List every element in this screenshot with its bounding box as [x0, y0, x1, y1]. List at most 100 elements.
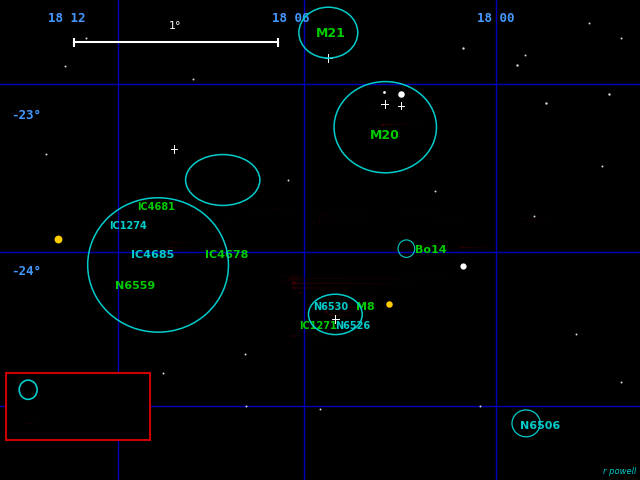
- Polygon shape: [323, 308, 369, 311]
- Polygon shape: [168, 240, 218, 244]
- Point: [571, 330, 581, 337]
- Polygon shape: [372, 109, 390, 111]
- Point: [283, 176, 293, 184]
- Point: [396, 90, 406, 97]
- Polygon shape: [170, 240, 235, 245]
- Point: [616, 35, 626, 42]
- Polygon shape: [372, 109, 387, 111]
- Point: [458, 44, 468, 52]
- Point: [379, 88, 389, 96]
- Point: [315, 405, 325, 413]
- Text: M20: M20: [370, 129, 400, 142]
- Polygon shape: [289, 273, 450, 284]
- Text: IC1271: IC1271: [300, 322, 337, 331]
- Point: [430, 187, 440, 194]
- Polygon shape: [326, 311, 363, 313]
- Polygon shape: [281, 274, 486, 283]
- Polygon shape: [158, 255, 174, 256]
- Text: IC4681: IC4681: [138, 203, 175, 212]
- Point: [616, 378, 626, 385]
- Polygon shape: [159, 251, 193, 253]
- Polygon shape: [524, 217, 543, 219]
- Polygon shape: [288, 286, 381, 290]
- Point: [81, 35, 92, 42]
- Polygon shape: [404, 210, 424, 212]
- Polygon shape: [286, 281, 406, 286]
- Text: N6559: N6559: [115, 281, 156, 290]
- Text: -23°: -23°: [12, 108, 42, 122]
- Bar: [6, 373, 150, 440]
- Text: N6530: N6530: [314, 302, 349, 312]
- Polygon shape: [248, 210, 268, 212]
- Point: [240, 350, 250, 358]
- Polygon shape: [291, 334, 355, 338]
- Polygon shape: [168, 244, 209, 246]
- Text: IC4678: IC4678: [205, 251, 248, 260]
- Text: IC4685: IC4685: [131, 251, 175, 260]
- Point: [41, 150, 51, 157]
- Polygon shape: [381, 123, 410, 126]
- Text: N6506: N6506: [520, 421, 560, 431]
- Point: [596, 162, 607, 169]
- Point: [541, 99, 551, 107]
- Point: [188, 75, 198, 83]
- Polygon shape: [381, 123, 415, 126]
- Polygon shape: [317, 213, 379, 219]
- Point: [520, 51, 530, 59]
- Polygon shape: [382, 124, 397, 125]
- Text: Star Cluster: Star Cluster: [52, 385, 127, 395]
- Point: [458, 263, 468, 270]
- Point: [475, 402, 485, 409]
- Polygon shape: [381, 122, 422, 128]
- Text: IC1274: IC1274: [109, 221, 147, 230]
- Polygon shape: [382, 124, 404, 125]
- Polygon shape: [331, 315, 355, 316]
- Point: [60, 62, 70, 70]
- Point: [584, 19, 594, 27]
- Polygon shape: [165, 247, 192, 248]
- Polygon shape: [159, 253, 185, 254]
- Text: N6526: N6526: [335, 322, 370, 331]
- Text: r powell: r powell: [604, 467, 637, 476]
- Polygon shape: [322, 306, 374, 309]
- Text: 18 06: 18 06: [273, 12, 310, 25]
- Polygon shape: [290, 286, 363, 290]
- Text: -25°: -25°: [12, 423, 42, 436]
- Polygon shape: [28, 423, 40, 424]
- Polygon shape: [459, 244, 510, 250]
- Polygon shape: [378, 123, 433, 126]
- Polygon shape: [291, 335, 346, 337]
- Polygon shape: [299, 291, 355, 294]
- Point: [512, 61, 522, 69]
- Polygon shape: [329, 314, 357, 315]
- Polygon shape: [28, 423, 34, 424]
- Polygon shape: [546, 222, 561, 224]
- Polygon shape: [434, 216, 453, 217]
- Point: [604, 90, 614, 97]
- Text: -24°: -24°: [12, 264, 42, 278]
- Polygon shape: [160, 250, 204, 252]
- Polygon shape: [321, 302, 380, 307]
- Polygon shape: [164, 249, 184, 250]
- Polygon shape: [457, 246, 501, 249]
- Point: [529, 212, 540, 220]
- Polygon shape: [447, 220, 461, 221]
- Text: M8: M8: [356, 302, 374, 312]
- Point: [384, 300, 394, 308]
- Polygon shape: [28, 423, 36, 424]
- Text: Bo14: Bo14: [415, 245, 446, 254]
- Text: 18 12: 18 12: [49, 12, 86, 25]
- Point: [241, 402, 252, 409]
- Polygon shape: [458, 247, 487, 249]
- Point: [52, 235, 63, 243]
- Polygon shape: [529, 220, 547, 221]
- Text: 18 00: 18 00: [477, 12, 515, 25]
- Text: M21: M21: [316, 27, 346, 40]
- Polygon shape: [227, 219, 240, 222]
- Polygon shape: [291, 279, 419, 288]
- Text: Nebula: Nebula: [52, 419, 96, 428]
- Polygon shape: [267, 208, 293, 210]
- Polygon shape: [318, 219, 372, 223]
- Point: [158, 370, 168, 377]
- Point: [396, 90, 406, 97]
